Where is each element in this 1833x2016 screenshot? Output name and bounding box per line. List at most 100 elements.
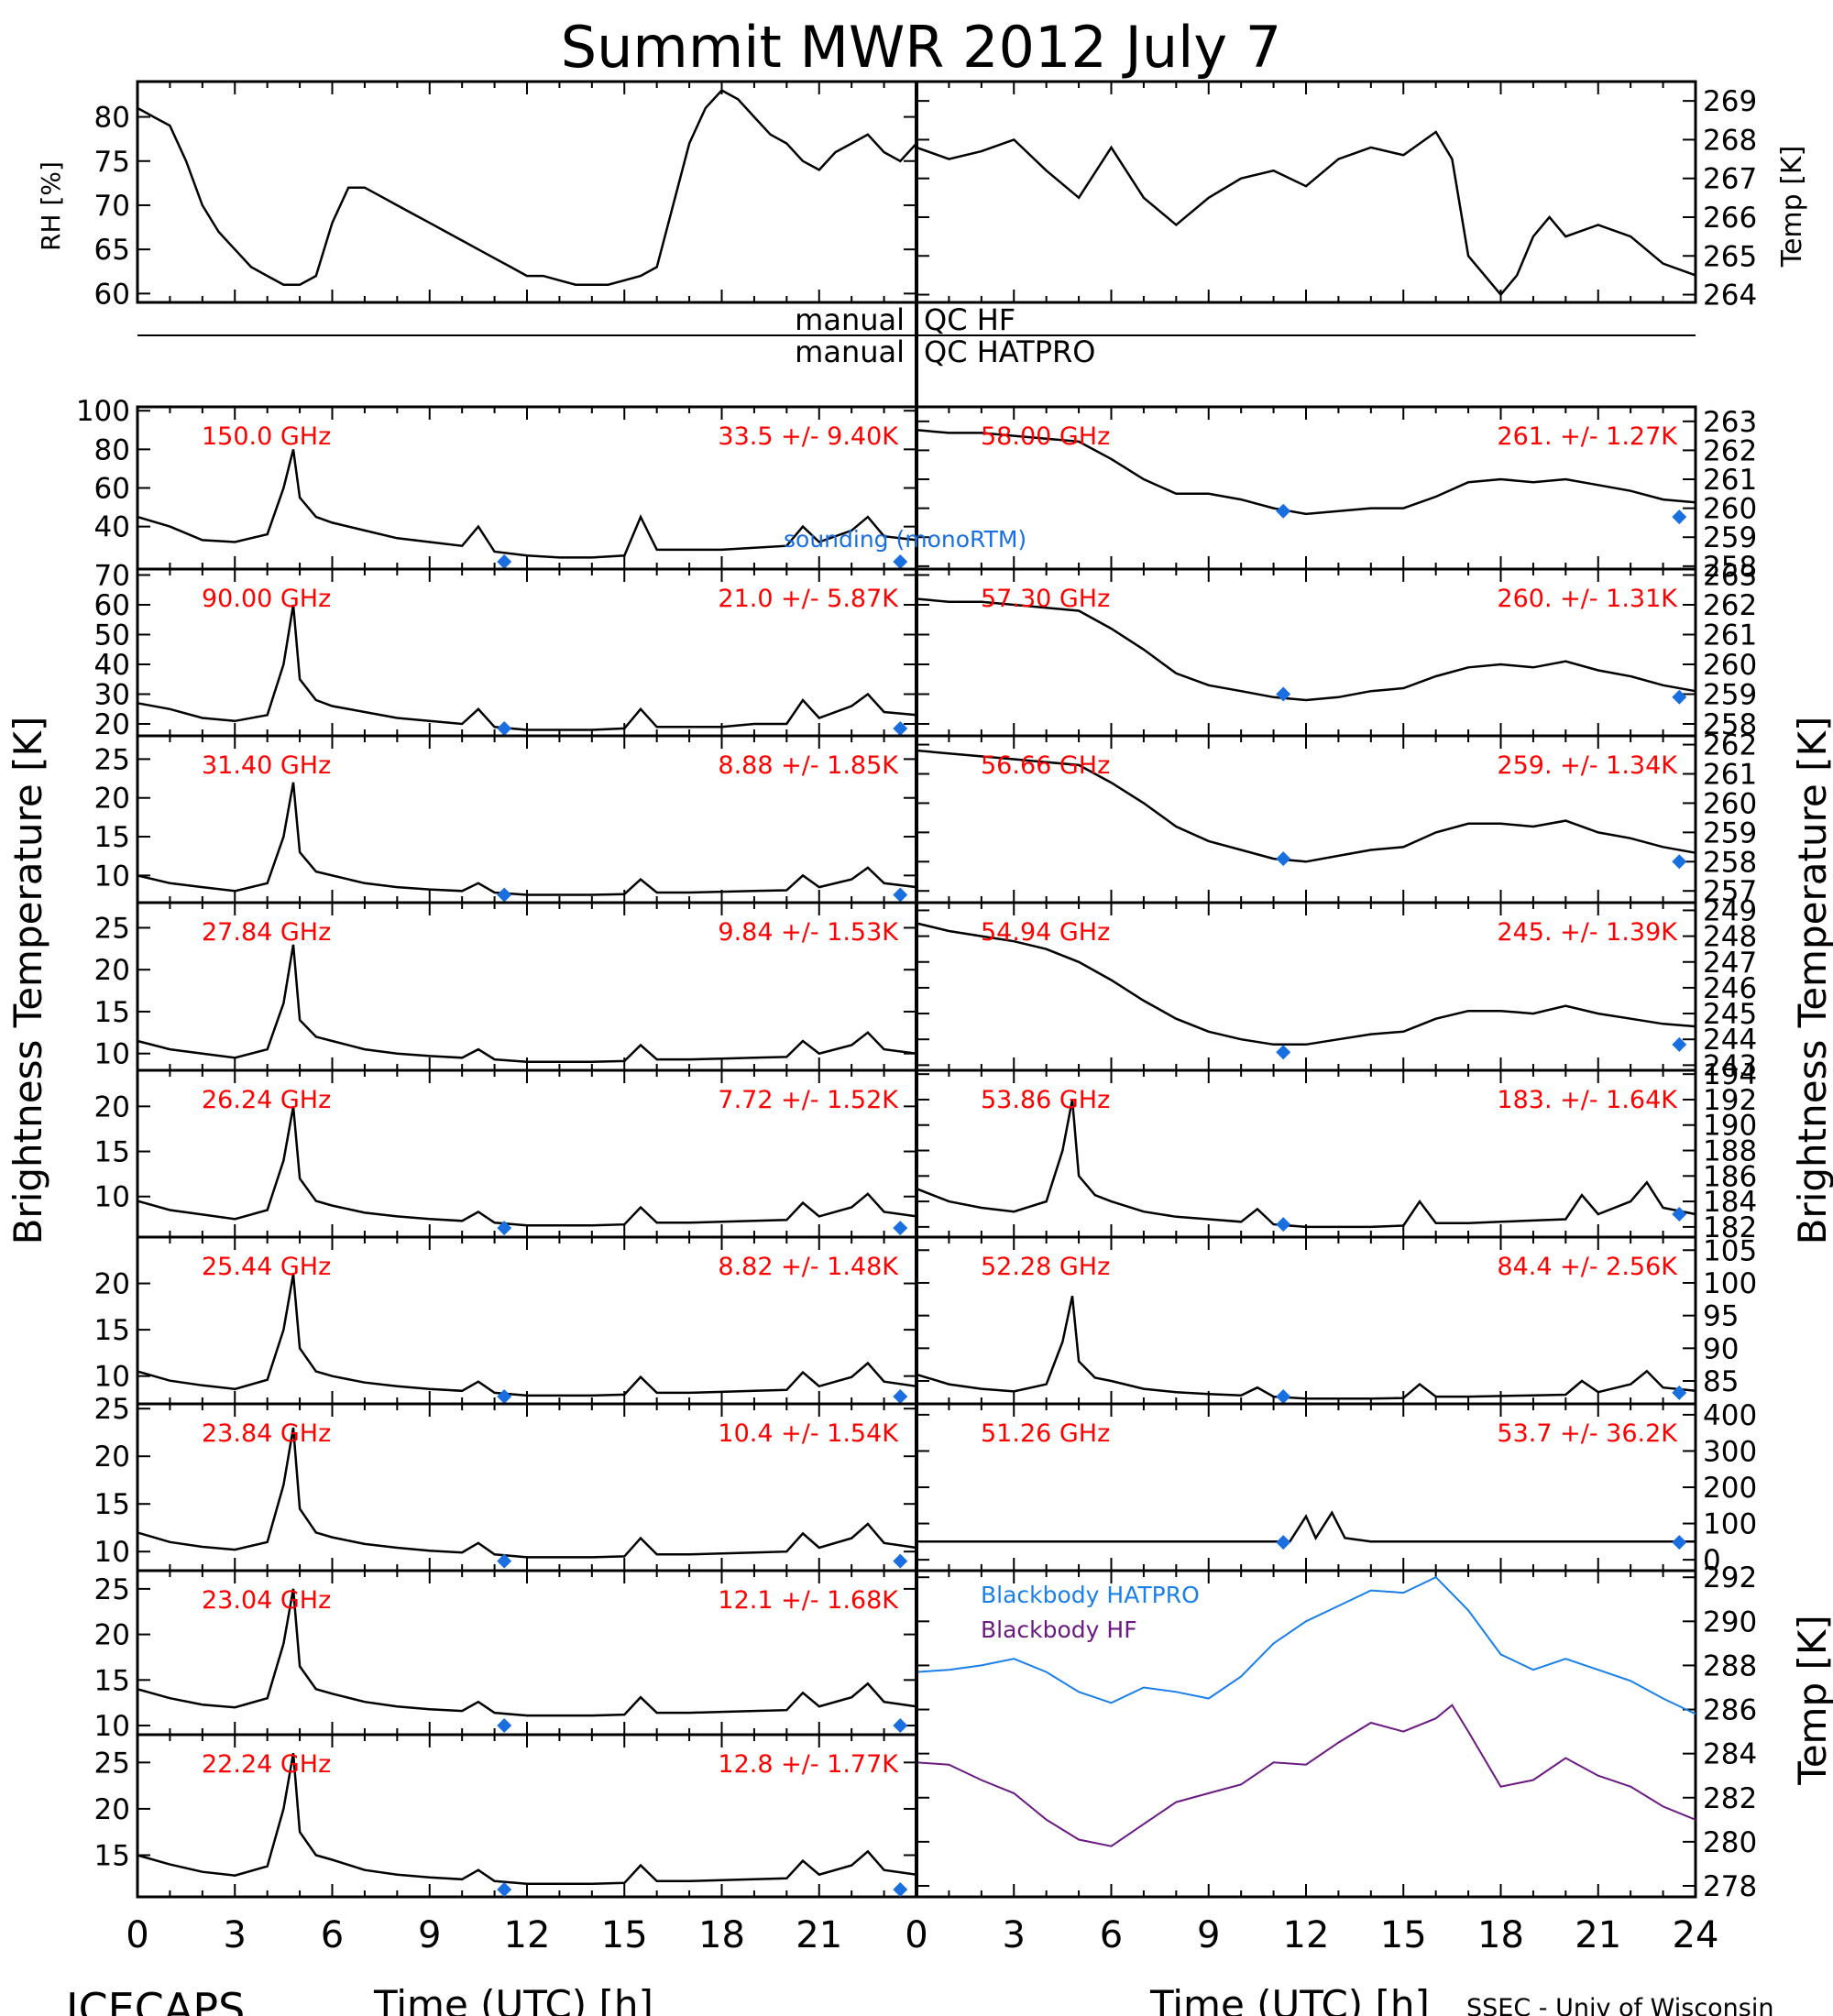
figure-title: Summit MWR 2012 July 7	[561, 14, 1281, 81]
temp-ytick-label: 267	[1703, 163, 1757, 196]
ch5494-ytick-label: 243	[1703, 1049, 1757, 1082]
ch5740-ytick-label: 262	[1703, 589, 1757, 622]
x-tick-label-left: 15	[601, 1914, 648, 1956]
ch3140-sounding-marker	[497, 887, 512, 903]
ch5740-sounding-marker	[1672, 689, 1687, 705]
ch5666-ytick-label: 260	[1703, 787, 1757, 820]
ch5494-sounding-marker	[1276, 1045, 1291, 1060]
ch5666-ytick-label: 257	[1703, 875, 1757, 908]
ch2544-sounding-marker	[893, 1389, 908, 1404]
ch5666-freq-label: 56.66 GHz	[981, 751, 1110, 780]
x-tick-label-right: 21	[1575, 1914, 1621, 1956]
temp-ytick-label: 266	[1703, 202, 1757, 235]
ch90-sounding-marker	[497, 721, 512, 736]
ch5494-sounding-marker	[1672, 1036, 1687, 1052]
ch5740-series-0	[916, 597, 1696, 702]
ch2384-stats-label: 10.4 +/- 1.54K	[718, 1419, 899, 1448]
x-tick-label-left: 21	[796, 1914, 842, 1956]
ch2624-ytick-label: 10	[94, 1181, 130, 1214]
ch5740-ytick-label: 259	[1703, 679, 1757, 712]
ch5740-freq-label: 57.30 GHz	[981, 585, 1110, 613]
temp-series-0	[916, 130, 1696, 297]
ch2304-ytick-label: 25	[94, 1573, 130, 1606]
ch2384-ytick-label: 15	[94, 1488, 130, 1521]
ch2384-ytick-label: 25	[94, 1393, 130, 1426]
ch2304-series-0	[137, 1588, 917, 1717]
temp-ytick-label: 265	[1703, 240, 1757, 273]
legend-bb-hatpro: Blackbody HATPRO	[981, 1582, 1200, 1608]
ch5126-ytick-label: 300	[1703, 1435, 1757, 1468]
ch2224-ytick-label: 25	[94, 1747, 130, 1780]
ch5666-stats-label: 259. +/- 1.34K	[1497, 751, 1678, 780]
temp-ytick-label: 264	[1703, 279, 1757, 312]
ch2384-ytick-label: 10	[94, 1536, 130, 1569]
blackbody-ytick-label: 286	[1703, 1694, 1757, 1727]
ch90-stats-label: 21.0 +/- 5.87K	[718, 585, 899, 613]
temp-ytick-label: 268	[1703, 124, 1757, 157]
blackbody-ytick-label: 292	[1703, 1561, 1757, 1594]
ch5386-ytick-label: 190	[1703, 1110, 1757, 1143]
rh-ytick-label: 60	[94, 278, 130, 311]
ch150-series-0	[137, 449, 917, 559]
ch5830-freq-label: 58.00 GHz	[981, 422, 1110, 451]
ch5228-ytick-label: 95	[1703, 1300, 1739, 1333]
blackbody-series-0	[916, 1575, 1696, 1715]
ch5494-freq-label: 54.94 GHz	[981, 918, 1110, 947]
ch5740-ytick-label: 260	[1703, 649, 1757, 682]
ch5126-ytick-label: 100	[1703, 1508, 1757, 1541]
ch2544-ytick-label: 20	[94, 1268, 130, 1301]
ch5494-ytick-label: 245	[1703, 998, 1757, 1031]
ch5386-ytick-label: 194	[1703, 1058, 1757, 1091]
ch2544-ytick-label: 10	[94, 1361, 130, 1394]
ch5740-ytick-label: 263	[1703, 560, 1757, 593]
ch5228-freq-label: 52.28 GHz	[981, 1253, 1110, 1281]
ch90-sounding-marker	[893, 721, 908, 736]
ch2624-sounding-marker	[497, 1221, 512, 1236]
blackbody-ytick-label: 284	[1703, 1738, 1757, 1771]
ch5386-sounding-marker	[1276, 1217, 1291, 1233]
ssec-credit: SSEC - Univ of Wisconsin	[1466, 1994, 1773, 2016]
ch2624-series-0	[137, 1106, 917, 1227]
ch5740-ytick-label: 261	[1703, 619, 1757, 652]
ch5494-ytick-label: 246	[1703, 972, 1757, 1005]
ch5830-stats-label: 261. +/- 1.27K	[1497, 422, 1678, 451]
ch2224-stats-label: 12.8 +/- 1.77K	[718, 1750, 899, 1779]
x-tick-label-right: 6	[1100, 1914, 1123, 1956]
ch2304-ytick-label: 20	[94, 1619, 130, 1652]
blackbody-ytick-label: 288	[1703, 1649, 1757, 1682]
ch5228-stats-label: 84.4 +/- 2.56K	[1497, 1253, 1678, 1281]
ch150-sounding-marker	[893, 554, 908, 569]
rh-ytick-label: 65	[94, 234, 130, 267]
ch2224-sounding-marker	[497, 1882, 512, 1897]
ch3140-ytick-label: 20	[94, 783, 130, 816]
x-tick-label-left: 3	[224, 1914, 247, 1956]
ch5666-sounding-marker	[1276, 851, 1291, 867]
ch5494-stats-label: 245. +/- 1.39K	[1497, 918, 1678, 947]
ch5494-ytick-label: 248	[1703, 921, 1757, 954]
ch3140-ytick-label: 10	[94, 860, 130, 893]
ch5830-ytick-label: 259	[1703, 521, 1757, 554]
qc-hatpro-suffix: QC HATPRO	[924, 334, 1095, 369]
ch90-series-0	[137, 604, 917, 731]
ch5228-ytick-label: 100	[1703, 1267, 1757, 1300]
ch2384-series-0	[137, 1427, 917, 1559]
ch5126-ytick-label: 200	[1703, 1472, 1757, 1505]
temp-ytick-label: 269	[1703, 85, 1757, 118]
blackbody-ytick-label: 278	[1703, 1870, 1757, 1903]
x-tick-label-right: 9	[1197, 1914, 1220, 1956]
ch5386-ytick-label: 186	[1703, 1160, 1757, 1193]
rh-ytick-label: 70	[94, 190, 130, 223]
ch5830-ytick-label: 261	[1703, 464, 1757, 497]
temp-frame	[915, 80, 1697, 304]
x-tick-label-right: 18	[1477, 1914, 1524, 1956]
ch2784-ytick-label: 15	[94, 996, 130, 1029]
rh-series-0	[137, 89, 917, 286]
ch5830-series-0	[916, 429, 1696, 516]
ch5126-sounding-marker	[1672, 1535, 1687, 1550]
ch2384-ytick-label: 20	[94, 1441, 130, 1474]
qc-hf-suffix: QC HF	[924, 302, 1015, 337]
x-tick-label-right: 3	[1003, 1914, 1026, 1956]
ch5494-series-0	[916, 922, 1696, 1046]
ch3140-stats-label: 8.88 +/- 1.85K	[718, 751, 899, 780]
